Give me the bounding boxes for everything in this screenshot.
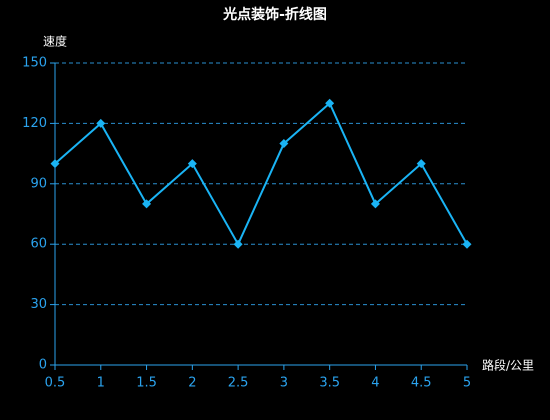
point xyxy=(462,239,472,249)
x-tick-label: 3.5 xyxy=(319,376,340,391)
y-tick-label: 150 xyxy=(22,56,47,71)
x-tick-label: 1.5 xyxy=(136,376,157,391)
x-tick-label: 5 xyxy=(463,376,471,391)
y-tick-label: 60 xyxy=(30,237,47,252)
point xyxy=(279,139,289,149)
y-axis-label: 速度 xyxy=(43,34,67,49)
x-tick-label: 0.5 xyxy=(45,376,66,391)
point xyxy=(370,199,380,209)
x-axis-label: 路段/公里 xyxy=(482,358,534,373)
point xyxy=(416,159,426,169)
y-tick-label: 0 xyxy=(39,358,47,373)
y-tick-label: 30 xyxy=(30,297,47,312)
x-tick-label: 2.5 xyxy=(228,376,249,391)
point xyxy=(142,199,152,209)
y-tick-label: 120 xyxy=(22,116,47,131)
point xyxy=(233,239,243,249)
y-tick-label: 90 xyxy=(30,176,47,191)
point xyxy=(50,159,60,169)
x-tick-label: 1 xyxy=(97,376,105,391)
point xyxy=(187,159,197,169)
x-tick-label: 2 xyxy=(188,376,196,391)
point xyxy=(325,98,335,108)
x-tick-label: 4 xyxy=(371,376,379,391)
point xyxy=(96,118,106,128)
line xyxy=(54,101,468,247)
chart-title: 光点装饰-折线图 xyxy=(222,6,327,23)
x-tick-label: 3 xyxy=(280,376,288,391)
x-tick-label: 4.5 xyxy=(411,376,432,391)
